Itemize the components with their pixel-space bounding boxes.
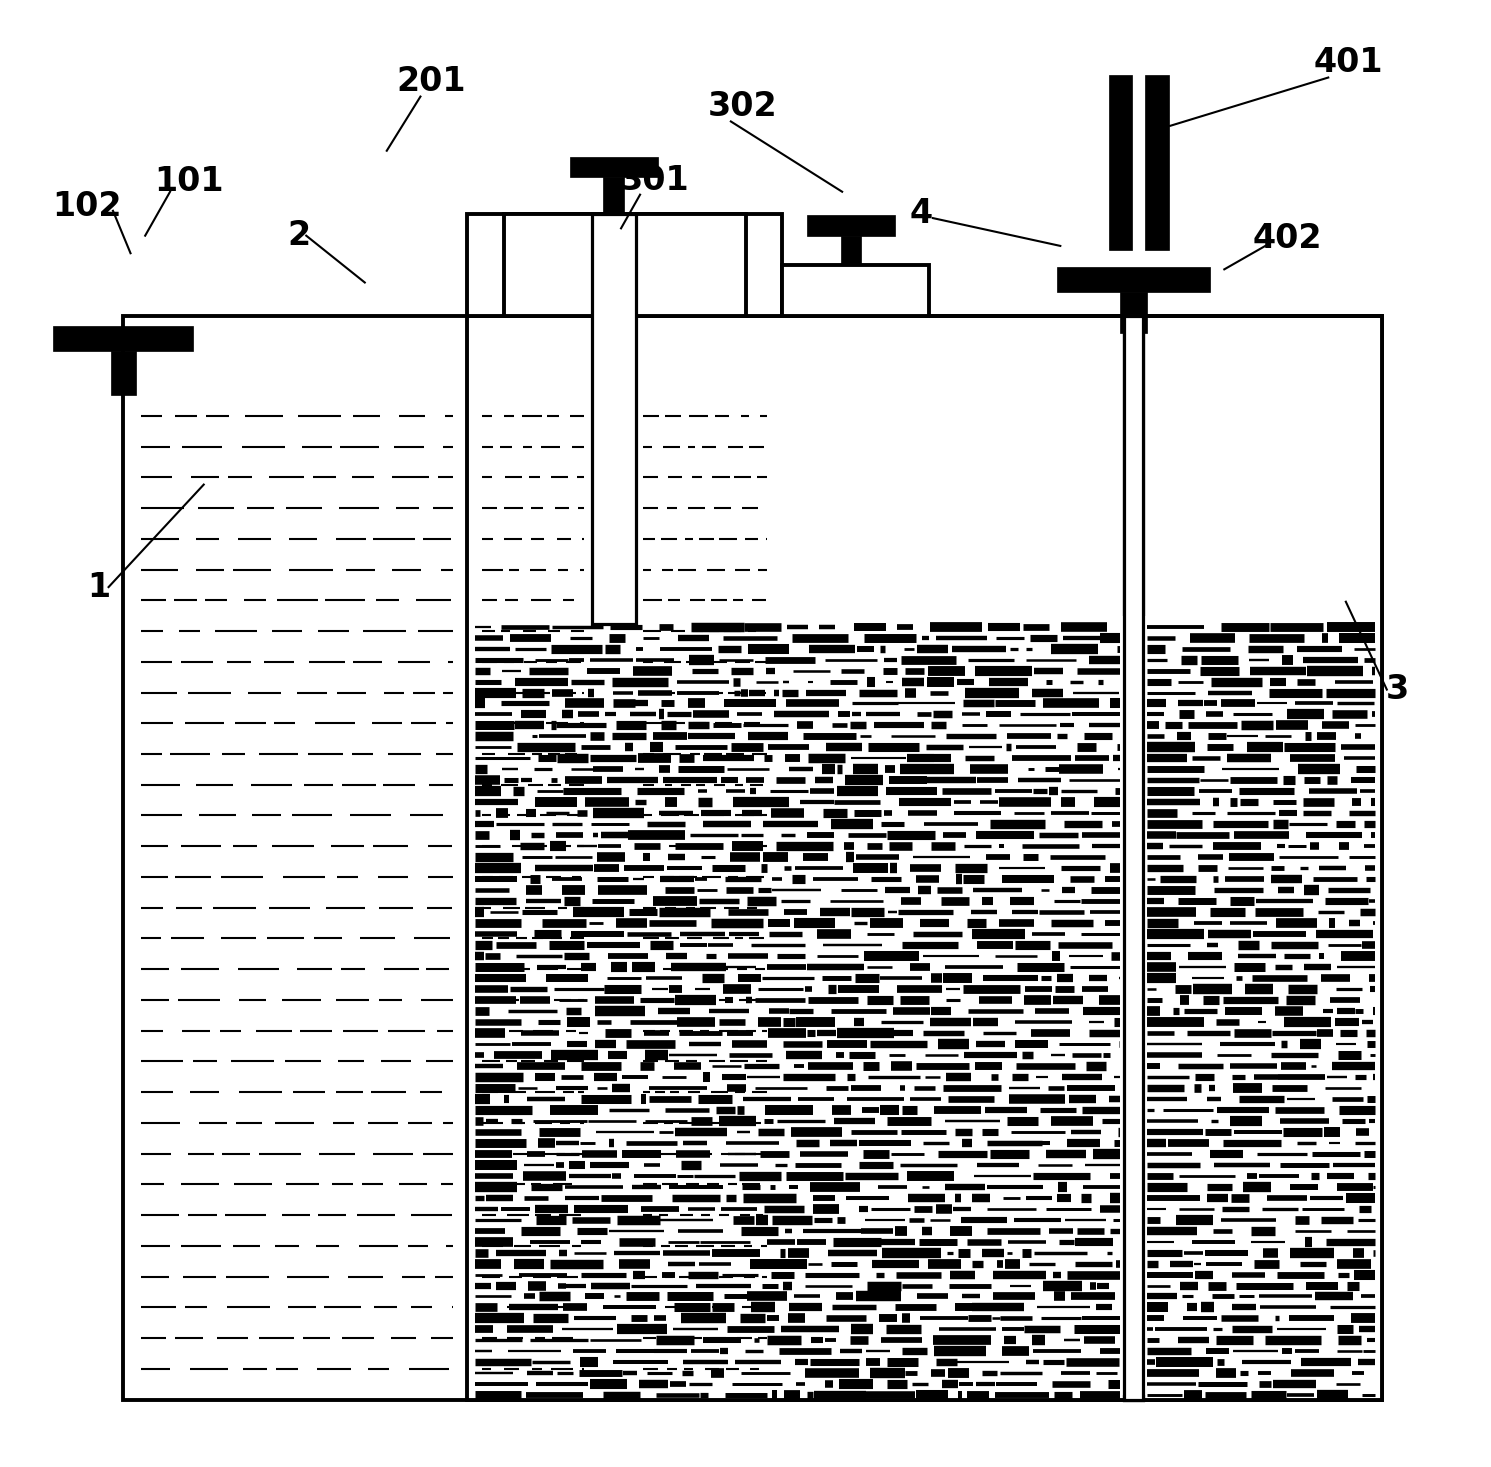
Text: 201: 201 — [397, 66, 465, 98]
Text: 4: 4 — [910, 197, 933, 230]
Bar — [467, 317, 1382, 1400]
Bar — [570, 157, 658, 178]
Bar — [1120, 292, 1148, 333]
Bar — [1057, 267, 1209, 292]
Bar — [110, 351, 136, 395]
Text: 102: 102 — [52, 189, 121, 223]
Bar — [1124, 317, 1144, 1400]
Text: 402: 402 — [1252, 222, 1323, 255]
Bar — [124, 317, 1382, 1400]
Bar — [467, 214, 783, 317]
Bar — [1109, 75, 1132, 251]
Bar — [1145, 75, 1169, 251]
Text: 401: 401 — [1314, 47, 1384, 79]
Bar — [841, 236, 862, 266]
Bar — [1120, 616, 1148, 1395]
Text: 101: 101 — [155, 164, 224, 198]
Bar — [1124, 317, 1144, 1400]
Bar — [604, 178, 623, 214]
Bar — [807, 216, 895, 236]
Bar — [592, 214, 635, 623]
Text: 2: 2 — [288, 219, 310, 252]
Bar — [783, 266, 929, 317]
Text: 301: 301 — [620, 163, 689, 197]
Bar — [52, 326, 194, 351]
Text: 302: 302 — [708, 91, 777, 123]
Bar — [504, 214, 746, 317]
Text: 1: 1 — [86, 571, 110, 603]
Text: 3: 3 — [1385, 673, 1409, 706]
